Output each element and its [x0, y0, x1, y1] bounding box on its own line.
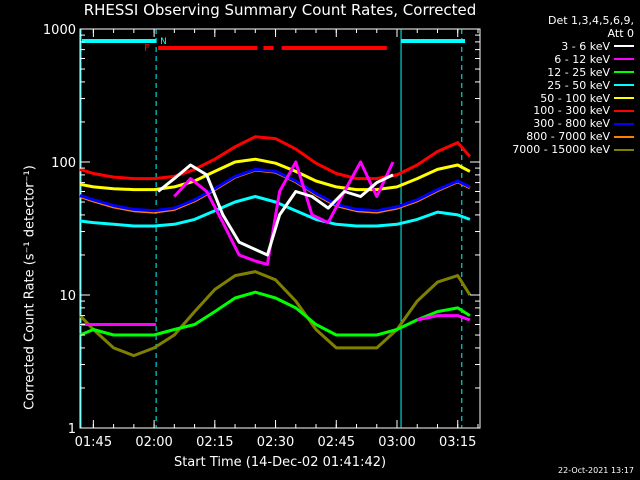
- legend-label: 7000 - 15000 keV: [512, 143, 610, 157]
- x-tick-label-4: 02:45: [318, 435, 355, 450]
- legend-header-line-1: Det 1,3,4,5,6,9,: [547, 14, 634, 27]
- legend-swatch: [614, 71, 634, 74]
- legend-item: 25 - 50 keV: [484, 79, 640, 92]
- series-line-4: [79, 157, 471, 192]
- legend-label: 25 - 50 keV: [547, 78, 610, 92]
- y-tick-label-1: 10: [59, 289, 76, 304]
- series-line-0: [157, 163, 394, 257]
- legend-item: 300 - 800 keV: [484, 117, 640, 130]
- legend-swatch: [614, 97, 634, 99]
- y-tick-label-3: 1000: [43, 23, 76, 38]
- series-line-6: [79, 167, 471, 213]
- x-tick-label-6: 03:15: [439, 435, 476, 450]
- series-line-8: [78, 270, 472, 358]
- x-tick-label-1: 02:00: [135, 435, 172, 450]
- y-tick-label-0: 1: [68, 422, 76, 437]
- legend-item: 50 - 100 keV: [484, 92, 640, 105]
- legend-swatch: [614, 135, 634, 138]
- legend-swatch: [614, 109, 634, 112]
- x-axis-label: Start Time (14-Dec-02 01:41:42): [173, 455, 387, 470]
- legend-item: 800 - 7000 keV: [484, 130, 640, 143]
- legend-label: 100 - 300 keV: [533, 104, 610, 118]
- series-line-2: [79, 290, 471, 337]
- x-tick-label-0: 01:45: [75, 435, 112, 450]
- legend-swatch: [614, 58, 634, 61]
- chart-title: RHESSI Observing Summary Count Rates, Co…: [83, 1, 477, 19]
- legend-label: 50 - 100 keV: [540, 91, 610, 105]
- legend-item: 7000 - 15000 keV: [484, 143, 640, 156]
- series-line-1: [80, 160, 471, 326]
- legend-label: 3 - 6 keV: [561, 39, 610, 53]
- legend-swatch: [614, 122, 634, 125]
- legend-header-line-2: Att 0: [607, 27, 634, 40]
- fast-rate-flag-label: F: [144, 43, 150, 54]
- timestamp: 22-Oct-2021 13:17: [558, 466, 634, 475]
- plot-frame: [79, 28, 481, 429]
- legend-swatch: [614, 148, 634, 151]
- legend: Det 1,3,4,5,6,9, Att 0 3 - 6 keV 6 - 12 k…: [484, 14, 640, 156]
- series-line-3: [79, 195, 471, 228]
- y-axis-label: Corrected Count Rate (s⁻¹ detector⁻¹): [22, 165, 38, 410]
- night-flag-label: N: [160, 37, 167, 47]
- legend-swatch: [614, 84, 634, 87]
- legend-item: 100 - 300 keV: [484, 104, 640, 117]
- legend-swatch: [614, 45, 634, 48]
- x-tick-label-3: 02:30: [257, 435, 294, 450]
- legend-item: 6 - 12 keV: [484, 53, 640, 66]
- series-line-5: [79, 135, 472, 181]
- legend-label: 300 - 800 keV: [533, 117, 610, 131]
- legend-item: 12 - 25 keV: [484, 66, 640, 79]
- legend-item: 3 - 6 keV: [484, 40, 640, 53]
- y-tick-label-2: 100: [51, 156, 76, 171]
- legend-label: 6 - 12 keV: [554, 52, 610, 66]
- x-tick-label-5: 03:00: [378, 435, 415, 450]
- x-tick-label-2: 02:15: [196, 435, 233, 450]
- legend-label: 12 - 25 keV: [547, 65, 610, 79]
- legend-label: 800 - 7000 keV: [526, 130, 610, 144]
